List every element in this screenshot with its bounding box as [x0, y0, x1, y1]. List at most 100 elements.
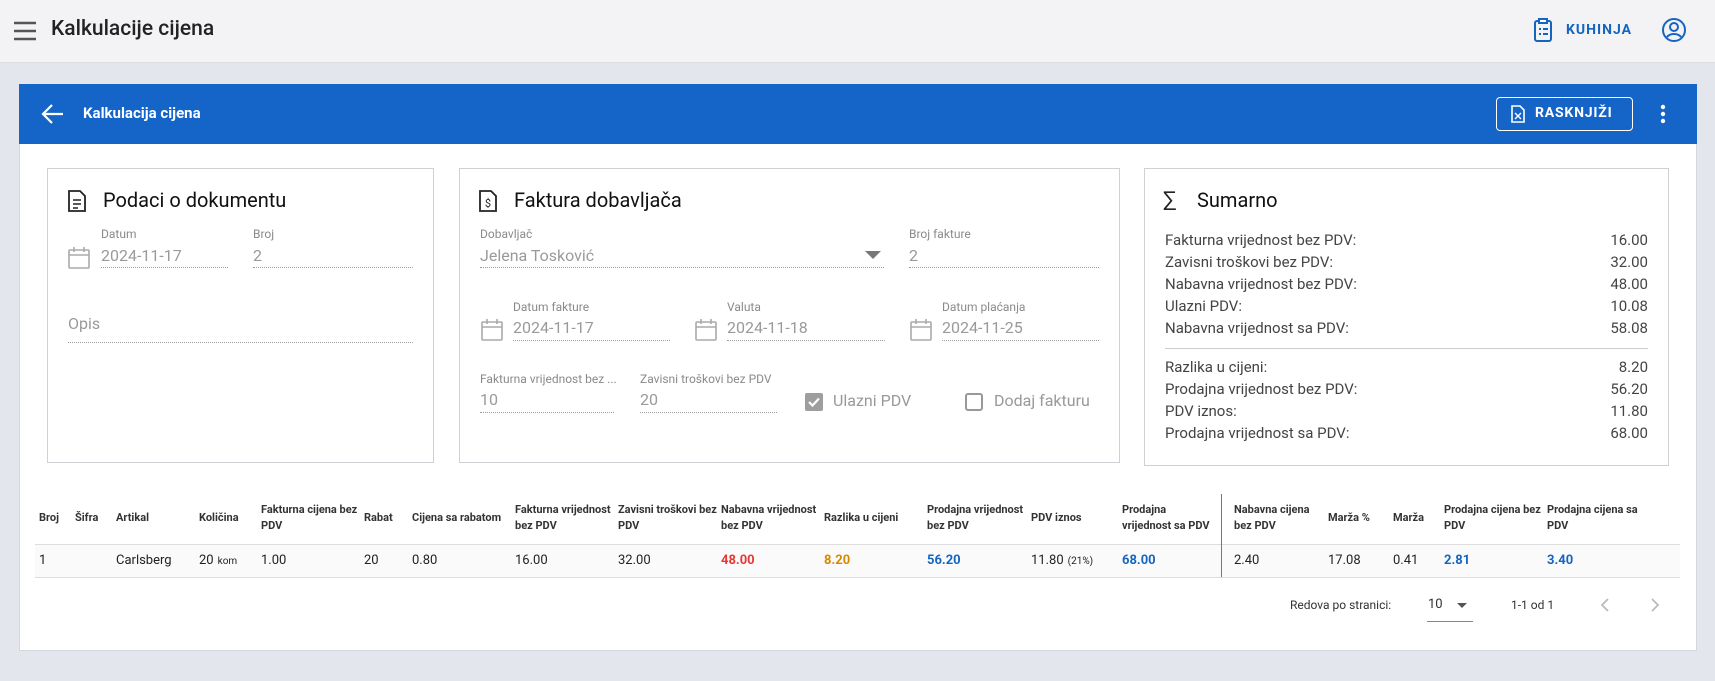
field-underline: [942, 340, 1099, 341]
column-header: Marža %: [1328, 511, 1370, 524]
field-label: Zavisni troškovi bez PDV: [640, 372, 772, 386]
date-field[interactable]: 2024-11-18: [727, 318, 808, 337]
rows-per-page-label: Redova po stranici:: [1290, 598, 1392, 612]
field-underline: [640, 412, 777, 413]
toolbar: [19, 84, 1697, 144]
column-header: Prodajna vrijednost bez PDV: [927, 503, 1024, 532]
summary-label: Nabavna vrijednost bez PDV:: [1165, 275, 1357, 293]
date-field[interactable]: 2024-11-25: [942, 318, 1023, 337]
kitchen-button[interactable]: KUHINJA: [1566, 22, 1633, 38]
field-label: Fakturna vrijednost bez ...: [480, 372, 617, 386]
column-header: Prodajna vrijednost sa PDV: [1122, 503, 1210, 532]
summary-value: 16.00: [1610, 231, 1648, 249]
date-field[interactable]: 2024-11-17: [513, 318, 594, 337]
input-vat-checkbox[interactable]: [805, 393, 823, 411]
column-header: Broj: [39, 511, 59, 524]
next-page-button[interactable]: [1651, 598, 1660, 612]
table-divider: [1221, 494, 1222, 577]
table-cell: 56.20: [927, 553, 961, 568]
column-header: Rabat: [364, 511, 393, 524]
table-cell: 32.00: [618, 553, 651, 568]
menu-button[interactable]: [14, 21, 36, 41]
summary-value: 58.08: [1610, 319, 1648, 337]
kitchen-icon[interactable]: [1534, 18, 1552, 42]
field-label: Datum fakture: [513, 300, 590, 314]
table-cell: 3.40: [1547, 553, 1574, 568]
invoice-value-field[interactable]: 10: [480, 390, 498, 409]
table-cell: 16.00: [515, 553, 548, 568]
field-underline: [513, 340, 670, 341]
field-underline: [101, 267, 228, 268]
calendar-icon: [695, 319, 717, 341]
table-row-border: [35, 577, 1680, 578]
summary-value: 68.00: [1610, 424, 1648, 442]
column-header: Fakturna vrijednost bez PDV: [515, 503, 611, 532]
cell-suffix: kom: [217, 556, 238, 567]
summary-value: 10.08: [1610, 297, 1648, 315]
table-cell: 8.20: [824, 553, 851, 568]
user-button[interactable]: [1662, 18, 1686, 42]
invoice-icon: $: [479, 190, 497, 212]
column-header: Artikal: [116, 511, 149, 524]
field-underline: [909, 267, 1099, 268]
invoice-card: [459, 168, 1120, 463]
dependent-costs-field[interactable]: 20: [640, 390, 658, 409]
column-header: Cijena sa rabatom: [412, 511, 502, 524]
number-field[interactable]: 2: [253, 246, 262, 265]
table-cell: 68.00: [1122, 553, 1156, 568]
summary-label: Prodajna vrijednost bez PDV:: [1165, 380, 1358, 398]
document-card: [47, 168, 434, 463]
prev-page-button[interactable]: [1600, 598, 1609, 612]
toolbar-title: Kalkulacija cijena: [83, 104, 201, 122]
description-field[interactable]: Opis: [68, 314, 101, 333]
more-button[interactable]: [1660, 104, 1666, 124]
summary-label: Fakturna vrijednost bez PDV:: [1165, 231, 1357, 249]
calendar-icon: [68, 247, 90, 269]
back-button[interactable]: [41, 104, 64, 124]
column-header: Razlika u cijeni: [824, 511, 899, 524]
rows-per-page-select[interactable]: 10: [1428, 597, 1443, 612]
summary-label: Prodajna vrijednost sa PDV:: [1165, 424, 1350, 442]
summary-value: 11.80: [1610, 402, 1648, 420]
cell-value: 11.80: [1031, 553, 1064, 568]
field-underline: [68, 342, 413, 343]
field-underline: [253, 267, 413, 268]
summary-divider: [1165, 348, 1648, 349]
field-label: Datum plaćanja: [942, 300, 1026, 314]
add-invoice-checkbox[interactable]: [965, 393, 983, 411]
column-header: Nabavna cijena bez PDV: [1234, 503, 1310, 532]
checkbox-label: Ulazni PDV: [833, 391, 912, 410]
supplier-select[interactable]: Jelena Tosković: [480, 246, 595, 265]
field-label: Valuta: [727, 300, 761, 314]
field-label: Broj fakture: [909, 227, 971, 241]
table-cell: 20 kom: [199, 544, 237, 578]
table-cell: 11.80 (21%): [1031, 544, 1093, 578]
field-label: Dobavljač: [480, 227, 533, 241]
column-header: Šifra: [75, 511, 99, 524]
app-bar: [0, 0, 1715, 63]
card-title: Faktura dobavljača: [514, 188, 682, 212]
unpost-icon: [1511, 105, 1525, 123]
unpost-button[interactable]: [1496, 97, 1633, 131]
column-header: Marža: [1393, 511, 1425, 524]
column-header: Prodajna cijena bez PDV: [1444, 503, 1541, 532]
card-title: Podaci o dokumentu: [103, 188, 287, 212]
summary-value: 48.00: [1610, 275, 1648, 293]
column-header: Nabavna vrijednost bez PDV: [721, 503, 817, 532]
svg-text:$: $: [485, 197, 491, 210]
table-cell: 48.00: [721, 553, 755, 568]
summary-card: [1144, 168, 1669, 466]
date-field[interactable]: 2024-11-17: [101, 246, 182, 265]
table-cell: 0.41: [1393, 553, 1419, 568]
summary-value: 56.20: [1610, 380, 1648, 398]
cell-value: 20: [199, 553, 214, 568]
table-cell: 1: [39, 553, 47, 568]
invoice-number-field[interactable]: 2: [909, 246, 918, 265]
field-underline: [480, 412, 614, 413]
dropdown-arrow: [865, 251, 881, 259]
page-range: 1-1 od 1: [1511, 598, 1555, 612]
table-cell: 2.40: [1234, 553, 1260, 568]
summary-value: 32.00: [1610, 253, 1648, 271]
summary-value: 8.20: [1618, 358, 1648, 376]
